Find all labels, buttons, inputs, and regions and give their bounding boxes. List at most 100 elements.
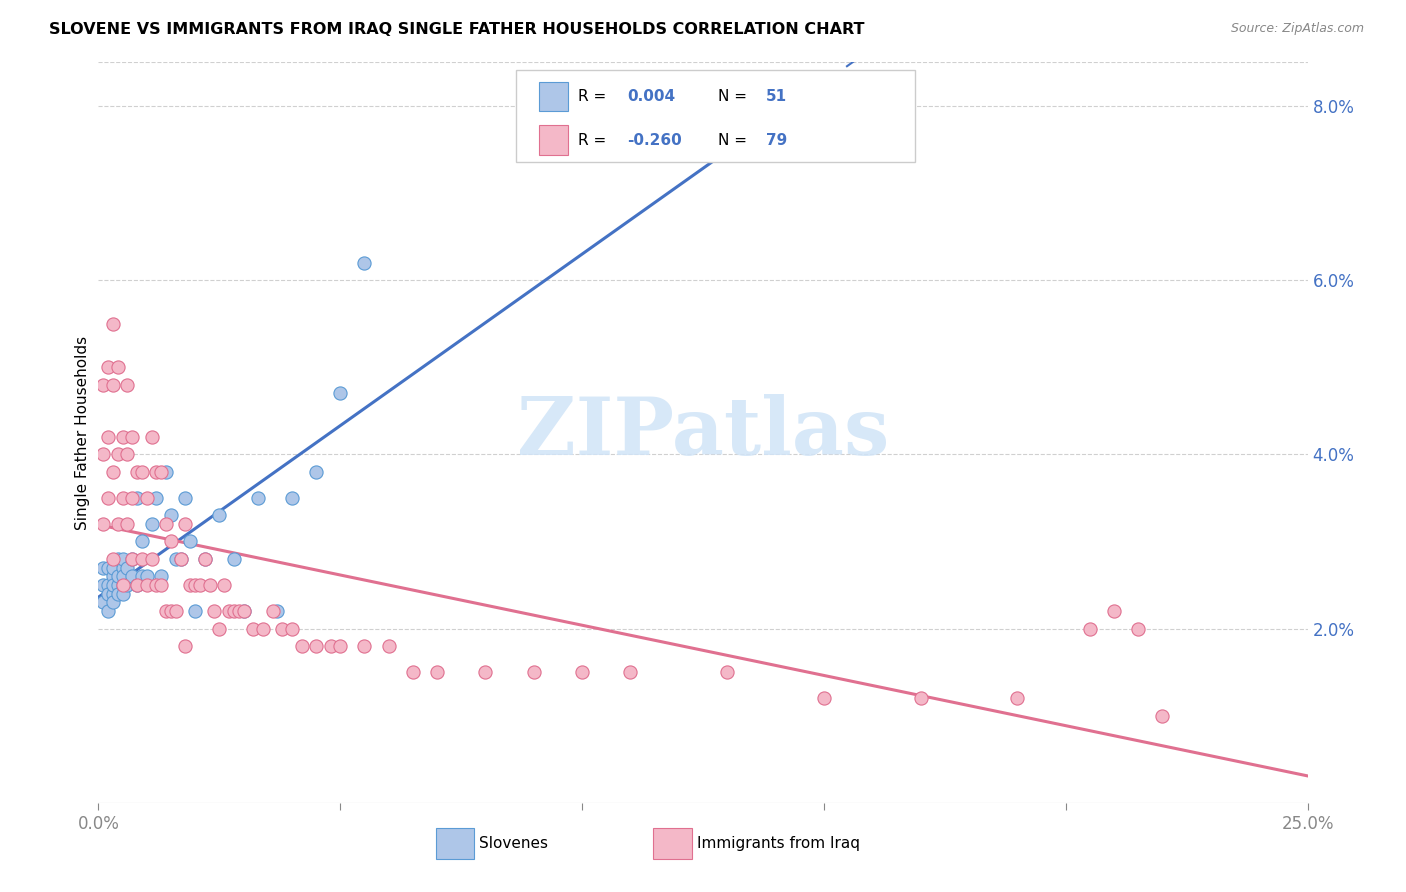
Point xyxy=(121,552,143,566)
Text: Slovenes: Slovenes xyxy=(479,836,548,851)
Point xyxy=(107,578,129,592)
Point xyxy=(353,256,375,270)
Point xyxy=(117,377,139,392)
Point xyxy=(131,465,153,479)
Point xyxy=(101,569,124,583)
Point xyxy=(141,430,163,444)
Point xyxy=(121,552,143,566)
Point xyxy=(117,447,139,461)
Point xyxy=(117,560,139,574)
Point xyxy=(208,508,231,523)
Point xyxy=(97,360,120,375)
Text: N =: N = xyxy=(717,89,751,104)
Point xyxy=(228,604,250,618)
Point xyxy=(523,665,546,680)
Point xyxy=(131,552,153,566)
Point xyxy=(188,578,211,592)
Point xyxy=(117,578,139,592)
Point xyxy=(135,578,157,592)
Point xyxy=(426,665,449,680)
Point xyxy=(131,534,153,549)
Point xyxy=(262,604,284,618)
Point xyxy=(101,317,124,331)
Point xyxy=(1078,622,1101,636)
Point xyxy=(107,517,129,532)
Text: ZIPatlas: ZIPatlas xyxy=(517,393,889,472)
Point xyxy=(174,491,197,505)
Text: 79: 79 xyxy=(766,133,787,148)
Point xyxy=(145,465,167,479)
Text: -0.260: -0.260 xyxy=(627,133,682,148)
Point xyxy=(204,604,226,618)
Point xyxy=(91,517,114,532)
Point xyxy=(402,665,425,680)
Text: 0.004: 0.004 xyxy=(627,89,675,104)
FancyBboxPatch shape xyxy=(538,82,568,112)
FancyBboxPatch shape xyxy=(516,70,915,162)
Text: R =: R = xyxy=(578,89,612,104)
Point xyxy=(194,552,217,566)
Point xyxy=(111,560,134,574)
Point xyxy=(107,569,129,583)
Point xyxy=(101,377,124,392)
Point xyxy=(212,578,235,592)
Point xyxy=(101,578,124,592)
Point xyxy=(150,465,173,479)
Point xyxy=(271,622,294,636)
Point xyxy=(290,639,312,653)
Point xyxy=(107,447,129,461)
Point xyxy=(160,604,183,618)
Point xyxy=(107,587,129,601)
Point xyxy=(121,491,143,505)
Point xyxy=(266,604,288,618)
Point xyxy=(111,578,134,592)
Point xyxy=(131,569,153,583)
Point xyxy=(111,569,134,583)
Point xyxy=(101,465,124,479)
Point xyxy=(242,622,264,636)
Point xyxy=(155,604,177,618)
Point xyxy=(97,491,120,505)
Point xyxy=(165,604,187,618)
FancyBboxPatch shape xyxy=(538,126,568,155)
Point xyxy=(97,604,120,618)
Point xyxy=(174,517,197,532)
Point xyxy=(329,639,352,653)
Point xyxy=(232,604,254,618)
Point xyxy=(150,578,173,592)
Y-axis label: Single Father Households: Single Father Households xyxy=(75,335,90,530)
Point xyxy=(377,639,399,653)
Point xyxy=(141,517,163,532)
Point xyxy=(571,665,593,680)
Point xyxy=(169,552,191,566)
FancyBboxPatch shape xyxy=(654,828,692,859)
Point xyxy=(91,578,114,592)
Point xyxy=(111,430,134,444)
Point xyxy=(305,465,328,479)
Point xyxy=(145,491,167,505)
Point xyxy=(141,552,163,566)
Point xyxy=(179,534,201,549)
Point xyxy=(247,491,270,505)
Point xyxy=(252,622,274,636)
Point xyxy=(135,491,157,505)
Point xyxy=(169,552,191,566)
Point xyxy=(121,569,143,583)
Point xyxy=(716,665,738,680)
Point xyxy=(174,639,197,653)
Point xyxy=(813,691,835,706)
Point xyxy=(111,552,134,566)
Point xyxy=(111,491,134,505)
Point xyxy=(111,587,134,601)
Point xyxy=(165,552,187,566)
Point xyxy=(97,587,120,601)
Point xyxy=(101,552,124,566)
Point xyxy=(101,587,124,601)
Point xyxy=(160,508,183,523)
Point xyxy=(619,665,641,680)
Point xyxy=(281,622,304,636)
Point xyxy=(127,578,149,592)
Text: 51: 51 xyxy=(766,89,787,104)
Point xyxy=(319,639,342,653)
Point xyxy=(107,360,129,375)
